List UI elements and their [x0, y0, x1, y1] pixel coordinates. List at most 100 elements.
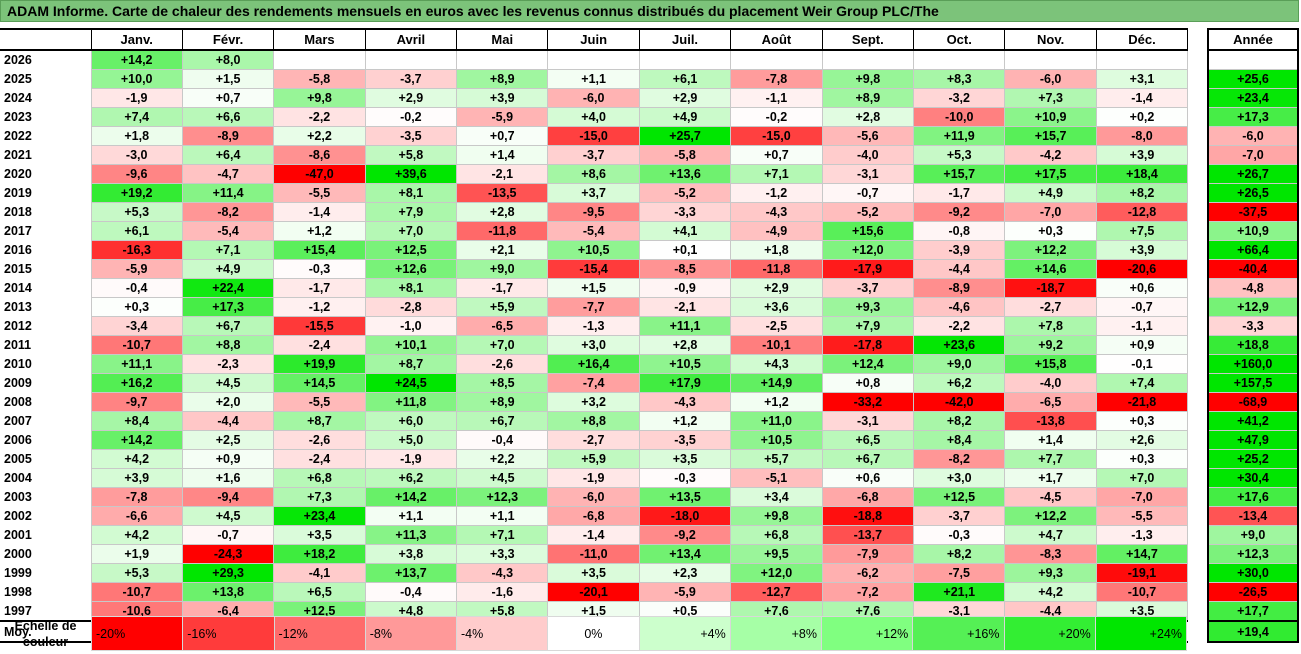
annual-cell: +17,6 — [1207, 487, 1299, 507]
heatmap-cell: -0,8 — [913, 221, 1006, 241]
heatmap-cell: -20,6 — [1095, 259, 1189, 279]
heatmap-cell: +4,2 — [90, 449, 183, 469]
heatmap-cell: -0,4 — [456, 430, 549, 450]
heatmap-cell: +15,8 — [1004, 354, 1097, 374]
heatmap-cell: -11,8 — [456, 221, 549, 241]
heatmap-cell: +9,3 — [821, 297, 915, 317]
heatmap-cell: +3,0 — [913, 468, 1006, 488]
heatmap-cell: -3,7 — [547, 145, 640, 165]
month-header: Juin — [547, 28, 640, 51]
heatmap-cell: +12,4 — [821, 354, 915, 374]
heatmap-cell: +10,9 — [1004, 107, 1097, 127]
heatmap-cell: -4,7 — [181, 164, 275, 184]
heatmap-cell: +13,7 — [364, 563, 458, 583]
year-label: 2019 — [4, 186, 32, 200]
heatmap-cell: +23,4 — [273, 506, 366, 526]
monthly-returns-heatmap: Janv. Févr. Mars Avril Mai Juin Juil. Août Sept.… — [0, 28, 1189, 643]
table-row: 2022 +1,8 -8,9 +2,2 -3,5 +0,7 -15,0 +25,7 -15,0-… — [0, 126, 1189, 146]
heatmap-cell: +3,6 — [730, 297, 823, 317]
heatmap-cell: -2,4 — [273, 449, 366, 469]
heatmap-cell: -10,0 — [913, 107, 1006, 127]
heatmap-cell: +7,0 — [1095, 468, 1189, 488]
heatmap-cell: +3,9 — [456, 88, 549, 108]
table-row: -40,4 — [1207, 259, 1299, 279]
year-label: 2005 — [4, 452, 32, 466]
heatmap-cell: -5,1 — [730, 468, 823, 488]
heatmap-cell: +1,9 — [90, 544, 183, 564]
annual-cell: +17,3 — [1207, 107, 1299, 127]
month-header: Févr. — [181, 28, 275, 51]
month-header: Avril — [364, 28, 458, 51]
heatmap-cell: +4,0 — [547, 107, 640, 127]
heatmap-cell: +3,8 — [364, 544, 458, 564]
color-scale-swatch: +16% — [912, 616, 1005, 651]
year-label: 2001 — [4, 528, 32, 542]
heatmap-cell: -7,7 — [547, 297, 640, 317]
heatmap-cell: +6,7 — [456, 411, 549, 431]
heatmap-cell — [1095, 49, 1189, 70]
heatmap-cell: +14,2 — [364, 487, 458, 507]
year-label: 2025 — [4, 72, 32, 86]
heatmap-cell: +8,7 — [364, 354, 458, 374]
heatmap-cell: +7,0 — [456, 335, 549, 355]
table-row: 2003 -7,8 -9,4 +7,3 +14,2 +12,3 -6,0 +13,5 +3,4-… — [0, 487, 1189, 507]
heatmap-cell: -1,4 — [1095, 88, 1189, 108]
table-row: +25,6 — [1207, 69, 1299, 89]
table-row: 2016 -16,3 +7,1 +15,4 +12,5 +2,1 +10,5 +0,1 +1,8… — [0, 240, 1189, 260]
heatmap-cell: -13,8 — [1004, 411, 1097, 431]
heatmap-cell: -1,2 — [273, 297, 366, 317]
heatmap-cell: -6,6 — [90, 506, 183, 526]
heatmap-cell: +8,2 — [913, 544, 1006, 564]
table-row: 2010 +11,1 -2,3 +19,9 +8,7 -2,6 +16,4 +10,5 +4,3… — [0, 354, 1189, 374]
heatmap-cell: +2,2 — [273, 126, 366, 146]
color-scale-swatch: -16% — [182, 616, 275, 651]
table-row: +25,2 — [1207, 449, 1299, 469]
heatmap-cell: +3,7 — [547, 183, 640, 203]
color-scale-swatch: -4% — [455, 616, 549, 651]
heatmap-cell: +2,6 — [1095, 430, 1189, 450]
heatmap-cell: +12,2 — [1004, 240, 1097, 260]
heatmap-cell: -4,0 — [821, 145, 915, 165]
heatmap-cell: -3,3 — [638, 202, 732, 222]
heatmap-cell: -0,9 — [638, 278, 732, 298]
heatmap-cell: -5,9 — [90, 259, 183, 279]
year-label: 2009 — [4, 376, 32, 390]
heatmap-cell: -7,0 — [1004, 202, 1097, 222]
color-scale-swatch: 0% — [547, 616, 640, 651]
heatmap-cell: -1,3 — [1095, 525, 1189, 545]
heatmap-cell: +12,0 — [821, 240, 915, 260]
heatmap-cell: -3,1 — [821, 411, 915, 431]
heatmap-cell: -20,1 — [547, 582, 640, 602]
heatmap-cell: +0,3 — [1095, 449, 1189, 469]
heatmap-cell: -4,4 — [913, 259, 1006, 279]
heatmap-cell: +7,3 — [273, 487, 366, 507]
heatmap-cell: -6,0 — [1004, 69, 1097, 89]
heatmap-cell: -4,5 — [1004, 487, 1097, 507]
heatmap-cell: +24,5 — [364, 373, 458, 393]
heatmap-cell: -4,3 — [730, 202, 823, 222]
heatmap-cell: -4,0 — [1004, 373, 1097, 393]
heatmap-cell: -7,8 — [730, 69, 823, 89]
heatmap-cell: +8,6 — [547, 164, 640, 184]
year-label: 2010 — [4, 357, 32, 371]
color-scale-swatch: -20% — [90, 616, 184, 651]
heatmap-cell: -6,0 — [547, 88, 640, 108]
heatmap-cell: -10,7 — [90, 582, 183, 602]
table-row: 2012 -3,4 +6,7 -15,5 -1,0 -6,5 -1,3 +11,1 -2,5 +7… — [0, 316, 1189, 336]
year-label: 2007 — [4, 414, 32, 428]
heatmap-cell: +2,8 — [821, 107, 915, 127]
heatmap-cell: +7,1 — [456, 525, 549, 545]
heatmap-cell: +4,9 — [181, 259, 275, 279]
table-row: +30,0 — [1207, 563, 1299, 583]
heatmap-cell: +9,8 — [273, 88, 366, 108]
heatmap-cell: +7,4 — [90, 107, 183, 127]
year-label: 2014 — [4, 281, 32, 295]
heatmap-cell: +9,0 — [913, 354, 1006, 374]
header-row: Année — [1207, 28, 1299, 51]
heatmap-cell: -0,1 — [1095, 354, 1189, 374]
average-label: Moy. — [0, 620, 91, 643]
heatmap-cell: -1,7 — [456, 278, 549, 298]
table-row: 2006 +14,2 +2,5 -2,6 +5,0 -0,4 -2,7 -3,5 +10,5 +6… — [0, 430, 1189, 450]
annual-cell: -6,0 — [1207, 126, 1299, 146]
heatmap-cell: +15,7 — [1004, 126, 1097, 146]
